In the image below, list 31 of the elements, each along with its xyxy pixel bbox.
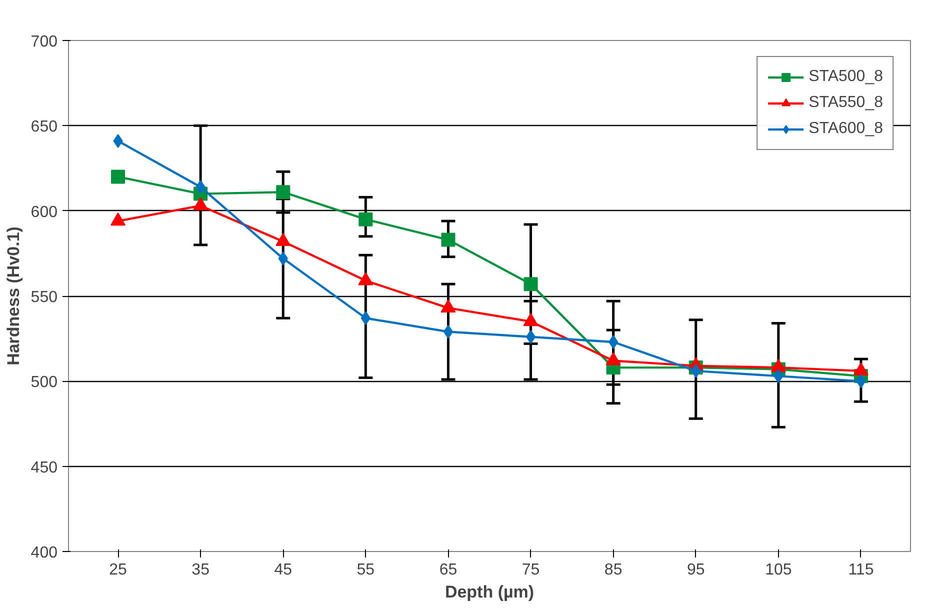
- point: [441, 232, 456, 247]
- x-tick-label: 55: [356, 562, 375, 578]
- legend-label: STA550_8: [808, 94, 883, 112]
- y-tick-label: 500: [30, 374, 58, 392]
- point: [524, 277, 538, 292]
- x-tick-label: 65: [439, 562, 458, 578]
- point: [443, 324, 454, 339]
- x-tick-label: 75: [522, 562, 540, 578]
- x-tick-label: 95: [686, 562, 705, 578]
- point: [526, 330, 536, 344]
- point: [276, 185, 290, 200]
- y-axis-title: Hardness (Hv0.1): [4, 226, 23, 366]
- x-tick-label: 115: [848, 562, 874, 578]
- y-tick-label: 650: [30, 118, 58, 136]
- point: [360, 311, 371, 326]
- x-tick-label: 25: [109, 562, 128, 578]
- x-tick-label: 35: [192, 562, 210, 578]
- y-tick-label: 600: [30, 204, 58, 221]
- y-tick-label: 700: [30, 34, 58, 50]
- x-tick-label: 105: [765, 562, 792, 578]
- y-tick-label: 400: [30, 544, 58, 562]
- x-tick-label: 45: [274, 562, 292, 578]
- legend-label: STA600_8: [808, 120, 883, 138]
- y-tick-label: 450: [30, 459, 58, 476]
- point: [358, 212, 373, 226]
- point: [111, 170, 126, 184]
- x-axis-title: Depth (µm): [444, 582, 534, 602]
- x-tick-label: 85: [604, 562, 622, 578]
- legend-label: STA500_8: [808, 68, 883, 86]
- y-tick-label: 550: [30, 289, 58, 306]
- point: [608, 334, 618, 349]
